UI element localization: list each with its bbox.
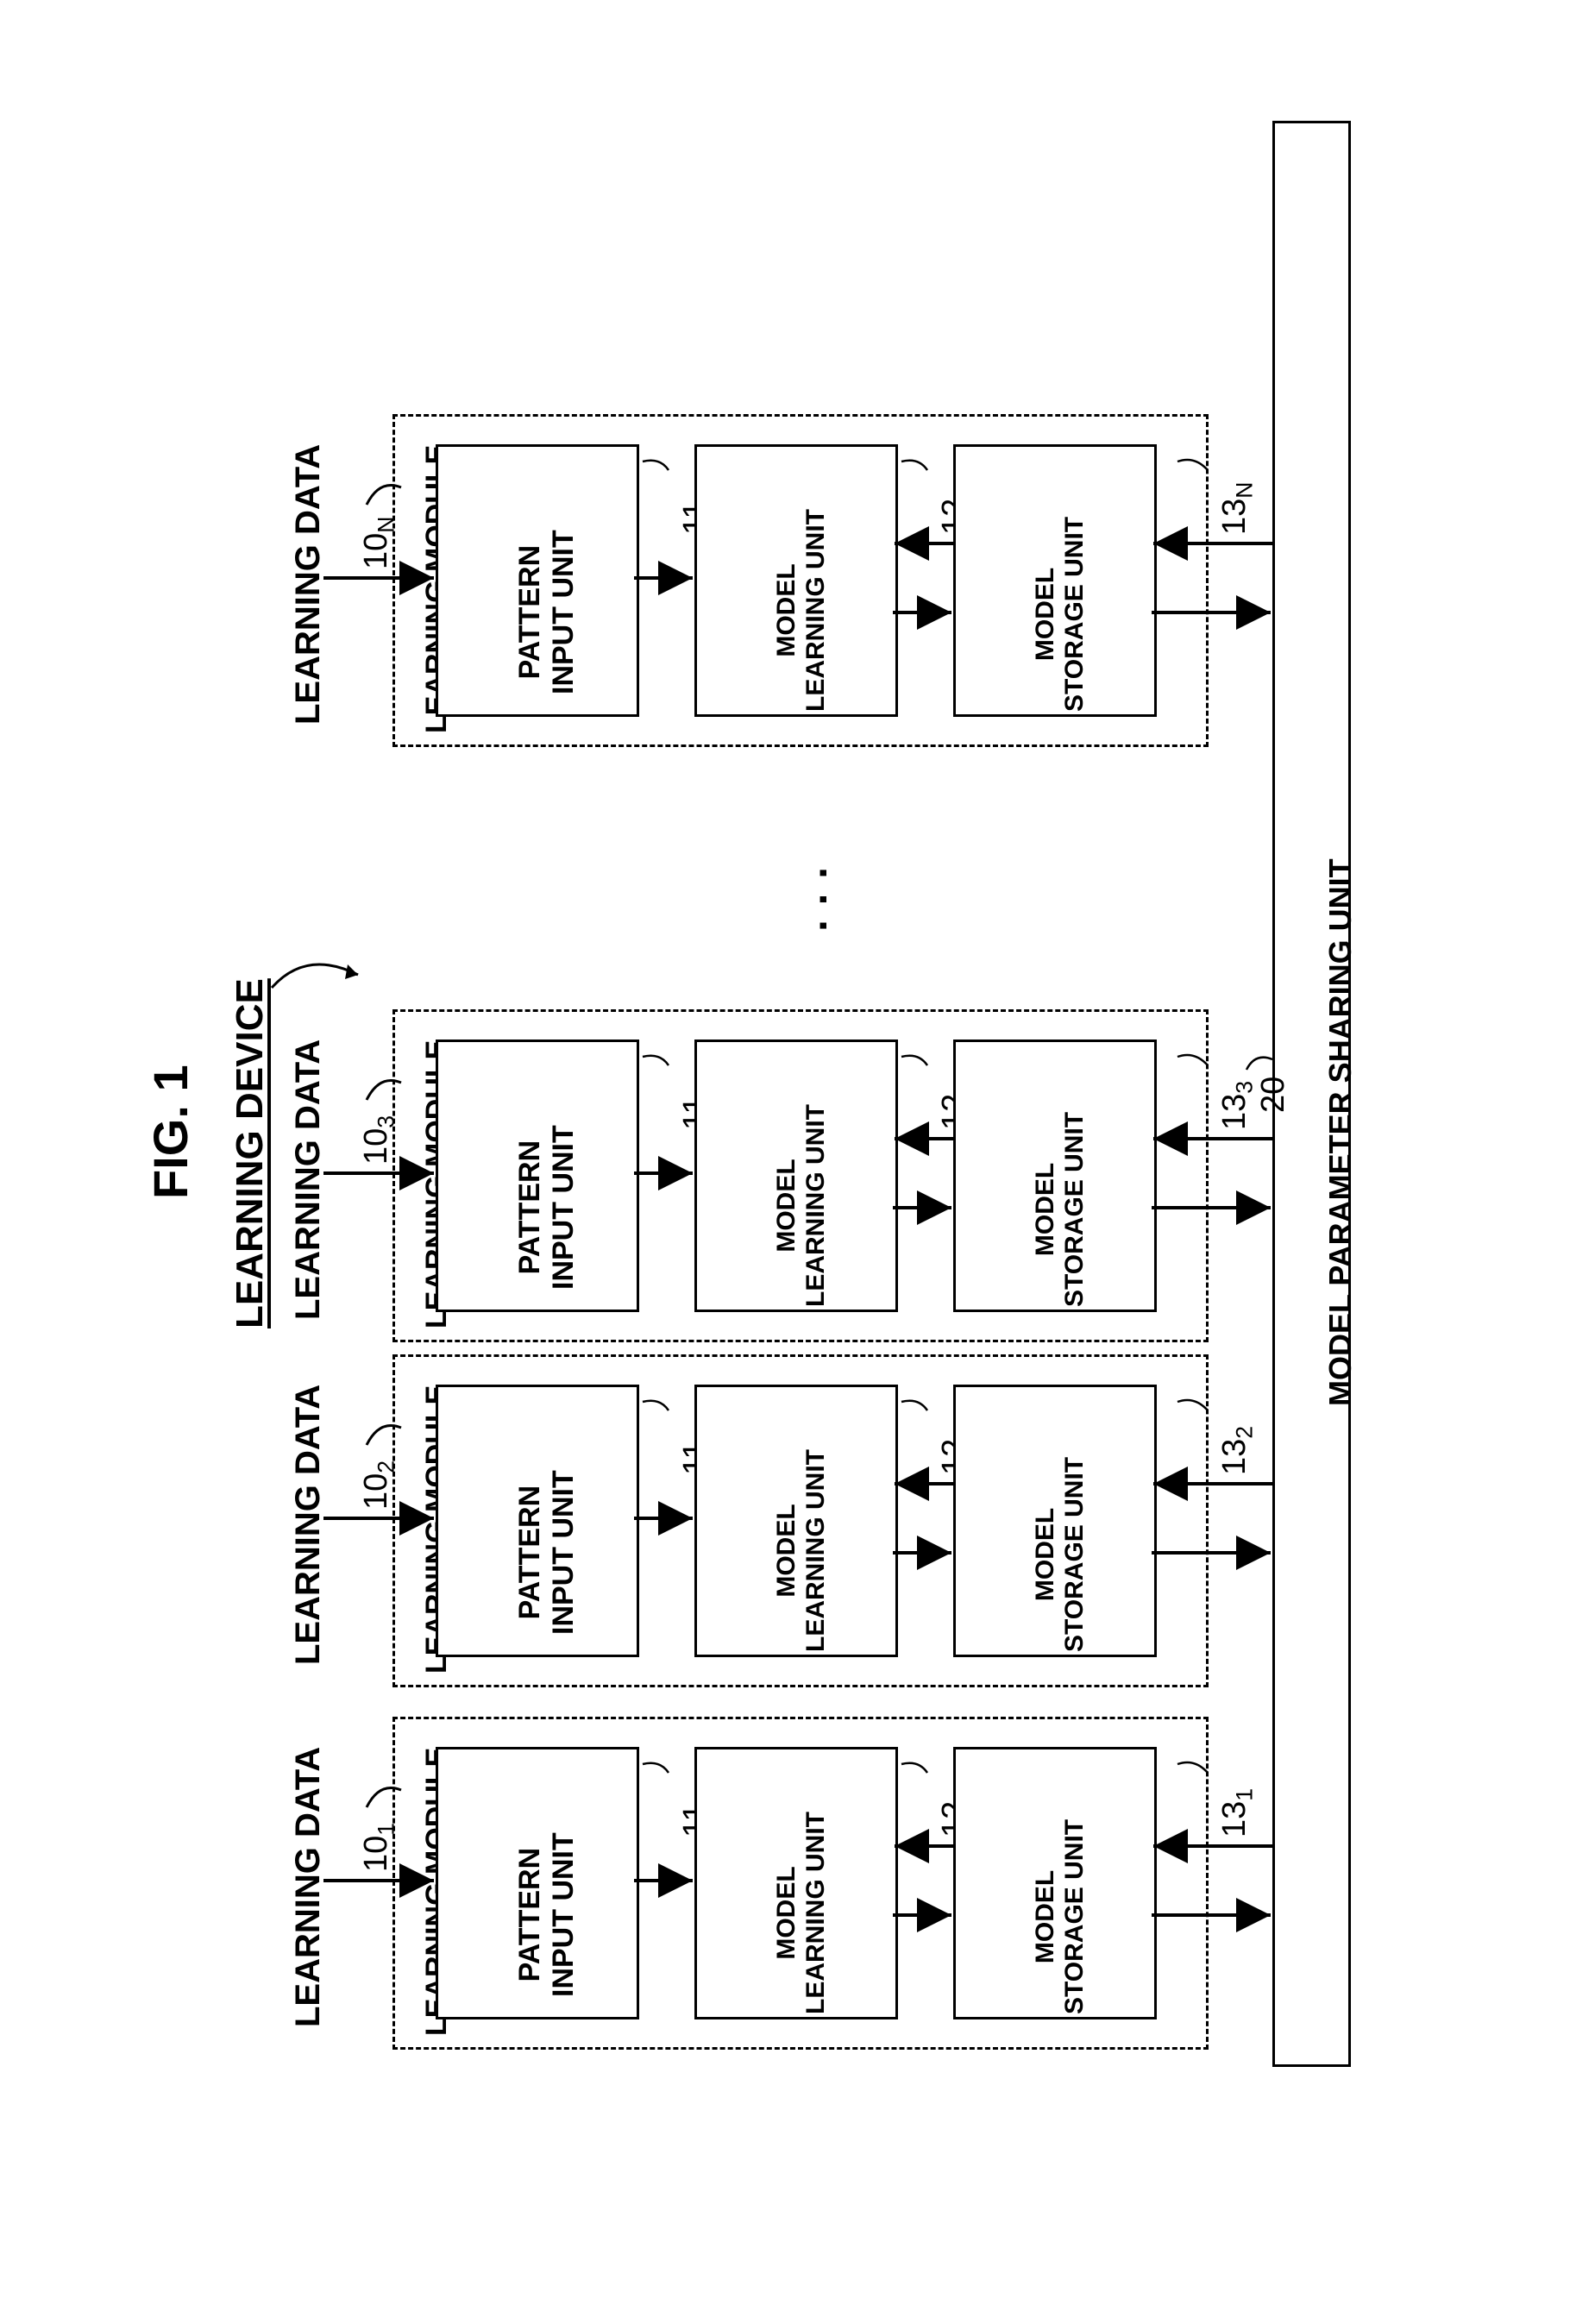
sharing-unit-text: MODEL PARAMETER SHARING UNIT <box>1322 858 1359 1406</box>
ellipsis: · · · <box>798 864 848 932</box>
pattern-input-text-1: PATTERN INPUT UNIT <box>513 1832 581 1997</box>
pattern-input-text-n: PATTERN INPUT UNIT <box>513 530 581 694</box>
model-storage-text-n: MODEL STORAGE UNIT <box>1031 517 1089 712</box>
model-storage-text-1: MODEL STORAGE UNIT <box>1031 1819 1089 2014</box>
figure-title: FIG. 1 <box>142 1065 198 1199</box>
storage-ref-3: 133 <box>1216 1081 1259 1130</box>
model-learning-text-3: MODEL LEARNING UNIT <box>772 1104 831 1307</box>
learning-data-label-3: LEARNING DATA <box>289 1040 328 1320</box>
learning-data-label-n: LEARNING DATA <box>289 444 328 725</box>
model-storage-text-2: MODEL STORAGE UNIT <box>1031 1457 1089 1652</box>
model-learning-text-2: MODEL LEARNING UNIT <box>772 1449 831 1652</box>
diagram-canvas: FIG. 1 LEARNING DEVICE LEARNING DATA 101… <box>108 35 1488 2105</box>
model-storage-text-3: MODEL STORAGE UNIT <box>1031 1112 1089 1307</box>
learning-data-label-2: LEARNING DATA <box>289 1385 328 1665</box>
model-learning-text-n: MODEL LEARNING UNIT <box>772 509 831 712</box>
pattern-input-text-2: PATTERN INPUT UNIT <box>513 1470 581 1635</box>
learning-data-label-1: LEARNING DATA <box>289 1747 328 2027</box>
model-learning-text-1: MODEL LEARNING UNIT <box>772 1812 831 2014</box>
sharing-ref: 20 <box>1255 1077 1292 1113</box>
storage-ref-n: 13N <box>1216 482 1259 536</box>
storage-ref-2: 132 <box>1216 1426 1259 1475</box>
device-title: LEARNING DEVICE <box>229 978 272 1328</box>
storage-ref-1: 131 <box>1216 1788 1259 1837</box>
pattern-input-text-3: PATTERN INPUT UNIT <box>513 1125 581 1290</box>
